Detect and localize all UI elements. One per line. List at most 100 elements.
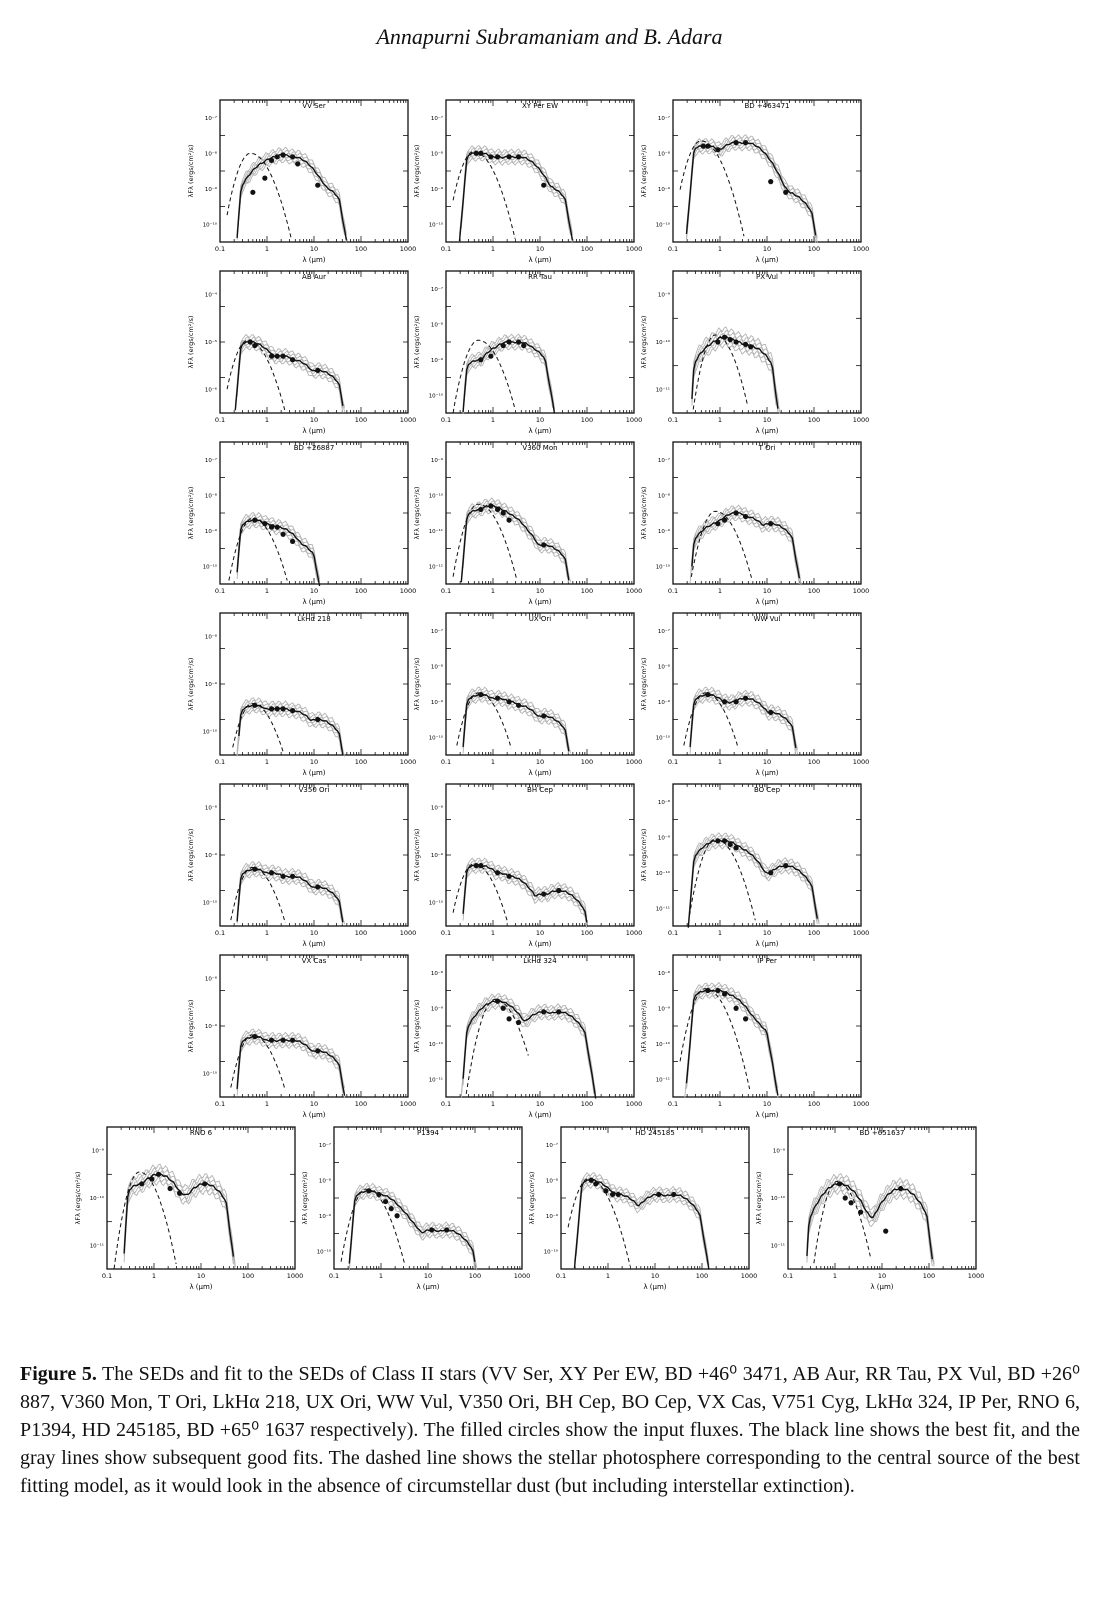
alternative-fit-line	[689, 686, 799, 750]
stellar-photosphere-line	[683, 692, 739, 749]
alternative-fit-line	[236, 697, 346, 757]
flux-point	[705, 692, 711, 698]
y-tick-label: 10⁻⁸	[205, 805, 218, 812]
flux-point	[274, 353, 280, 359]
x-axis-label: λ (μm)	[755, 256, 778, 264]
flux-point	[541, 891, 547, 897]
x-tick-label: 1000	[400, 929, 417, 937]
flux-point	[556, 1009, 562, 1015]
x-tick-label: 10	[310, 1100, 318, 1108]
flux-point	[742, 1016, 749, 1022]
plot-frame	[672, 270, 862, 414]
x-tick-label: 1	[265, 245, 269, 253]
alternative-fit-line	[691, 342, 777, 406]
y-tick-label: 10⁻⁹	[546, 1213, 558, 1220]
panel-title: AB Aur	[302, 273, 326, 281]
panel-title: BD +26887	[294, 444, 335, 452]
flux-point	[315, 367, 321, 373]
y-tick-label: 10⁻⁹	[431, 186, 443, 193]
flux-point	[280, 873, 286, 879]
flux-point	[247, 339, 253, 345]
alternative-fit-line	[236, 149, 347, 236]
flux-point	[500, 342, 506, 349]
stellar-photosphere-line	[232, 703, 284, 754]
x-tick-label: 100	[808, 416, 820, 424]
flux-point	[742, 513, 749, 520]
alternative-fit-line	[462, 859, 588, 918]
alternative-fit-line	[806, 1189, 933, 1267]
panel-title: XY Per EW	[522, 102, 558, 110]
flux-point	[836, 1181, 843, 1187]
y-tick-label: 10⁻⁹	[658, 699, 670, 706]
x-tick-label: 100	[581, 758, 593, 766]
figure-label: Figure 5.	[20, 1363, 97, 1385]
x-tick-label: 1	[718, 758, 722, 766]
x-tick-label: 100	[355, 758, 367, 766]
best-fit-line	[234, 340, 344, 411]
y-tick-label: 10⁻⁹	[658, 528, 670, 535]
x-tick-label: 1000	[400, 587, 417, 595]
sed-plot: 0.1 1 10 100 1000 λ (μm) 10⁻¹² 10⁻¹¹ 10⁻¹⁰ 10⁻⁹ λF…	[413, 441, 642, 606]
x-tick-label: 1000	[853, 1100, 870, 1108]
panel-title: IP Per	[757, 957, 777, 965]
x-tick-label: 0.1	[215, 929, 225, 937]
flux-point	[268, 870, 275, 876]
best-fit-line	[236, 1035, 346, 1096]
x-axis-label: λ (μm)	[755, 769, 778, 777]
x-tick-label: 0.1	[215, 1100, 225, 1108]
x-tick-label: 100	[581, 929, 593, 937]
alternative-fit-line	[236, 1035, 346, 1098]
y-tick-label: 10⁻⁷	[658, 115, 670, 122]
flux-point	[700, 143, 706, 149]
y-tick-label: 10⁻¹⁰	[429, 1041, 444, 1048]
sed-panel: 0.1 1 10 100 1000 λ (μm) 10⁻¹¹ 10⁻¹⁰ 10⁻⁹ 10⁻⁸ λFλ…	[633, 954, 869, 1127]
x-tick-label: 10	[536, 1100, 544, 1108]
sed-panel: 0.1 1 10 100 1000 λ (μm) 10⁻¹⁰ 10⁻⁹ 10⁻⁸ 10⁻⁷ λFλ …	[633, 441, 869, 614]
sed-plot: 0.1 1 10 100 1000 λ (μm) 10⁻¹⁰ 10⁻⁹ 10⁻⁸ λFλ (erg…	[187, 612, 416, 777]
y-tick-label: 10⁻⁹	[431, 357, 443, 364]
flux-point	[705, 143, 711, 149]
flux-point	[268, 1037, 275, 1043]
flux-point	[280, 706, 286, 712]
x-tick-label: 1000	[400, 758, 417, 766]
stellar-photosphere-line	[679, 988, 751, 1090]
panel-title: BD +651637	[859, 1129, 904, 1137]
x-tick-label: 0.1	[668, 1100, 678, 1108]
alternative-fit-line	[460, 154, 572, 233]
alternative-fit-line	[459, 145, 573, 235]
y-tick-label: 10⁻⁹	[658, 186, 670, 193]
y-tick-label: 10⁻⁹	[205, 528, 217, 535]
sed-panel: 0.1 1 10 100 1000 λ (μm) 10⁻¹⁰ 10⁻⁹ 10⁻⁸ 10⁻⁷ λFλ …	[521, 1126, 757, 1299]
flux-point	[733, 845, 739, 851]
y-axis-label: λFλ (ergs/cm²/s)	[187, 487, 195, 540]
x-axis-label: λ (μm)	[302, 769, 325, 777]
x-tick-label: 10	[310, 245, 318, 253]
x-tick-label: 0.1	[668, 416, 678, 424]
best-fit-line	[236, 153, 348, 240]
y-axis-label: λFλ (ergs/cm²/s)	[187, 829, 195, 882]
flux-point	[429, 1227, 435, 1233]
y-axis-label: λFλ (ergs/cm²/s)	[413, 829, 421, 882]
y-tick-label: 10⁻⁸	[658, 799, 671, 806]
alternative-fit-line	[348, 1185, 478, 1271]
plot-frame	[219, 783, 409, 927]
flux-point	[721, 517, 728, 523]
plot-frame	[672, 783, 862, 927]
y-tick-label: 10⁻⁴	[205, 292, 218, 299]
flux-point	[250, 189, 256, 195]
x-tick-label: 1	[833, 1272, 837, 1280]
y-tick-label: 10⁻¹⁰	[203, 563, 218, 570]
x-tick-label: 1000	[626, 587, 643, 595]
stellar-photosphere-line	[690, 510, 752, 578]
flux-point	[289, 538, 296, 544]
sed-panel: 0.1 1 10 100 1000 λ (μm) 10⁻¹¹ 10⁻¹⁰ 10⁻⁹ 10⁻⁸ λFλ…	[406, 954, 642, 1127]
x-tick-label: 1	[606, 1272, 610, 1280]
alternative-fit-line	[684, 981, 779, 1098]
flux-point	[715, 838, 721, 844]
y-tick-label: 10⁻⁸	[431, 663, 444, 670]
sed-panel: 0.1 1 10 100 1000 λ (μm) 10⁻¹⁰ 10⁻⁹ 10⁻⁸ λFλ (erg…	[180, 612, 416, 785]
plot-frame	[219, 612, 409, 756]
alternative-fit-line	[234, 340, 344, 411]
best-fit-line	[685, 141, 817, 236]
x-axis-label: λ (μm)	[528, 427, 551, 435]
